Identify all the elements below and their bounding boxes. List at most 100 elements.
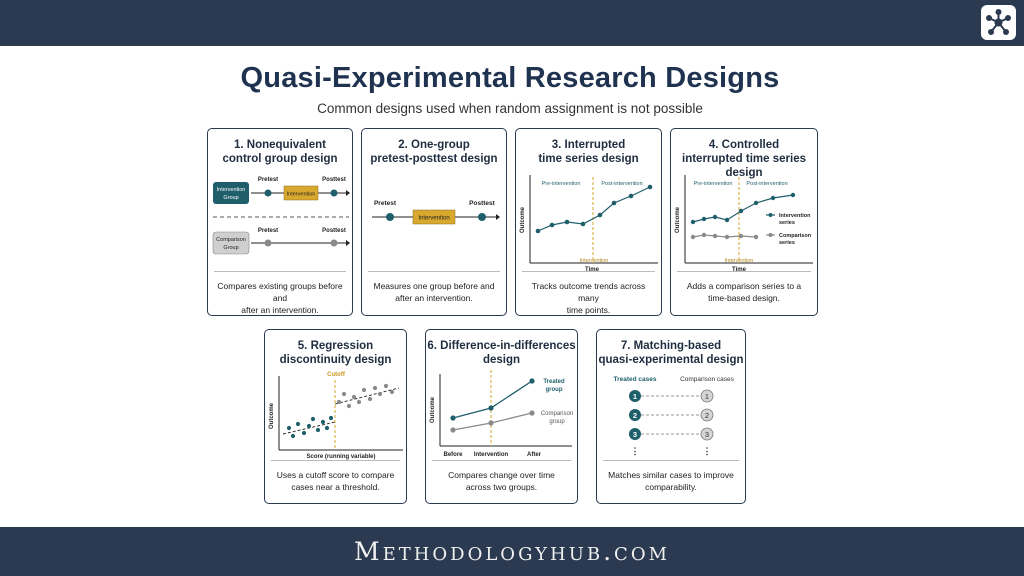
svg-text:Posttest: Posttest: [322, 177, 346, 183]
svg-text:Time: Time: [732, 267, 747, 273]
card-description: Matches similar cases to improve comparab…: [608, 470, 734, 492]
svg-text:Intervention: Intervention: [287, 192, 316, 198]
card-title: 1. Nonequivalent control group design: [222, 139, 338, 165]
svg-text:Posttest: Posttest: [469, 200, 495, 207]
svg-text:Outcome: Outcome: [269, 402, 275, 429]
svg-text:Intervention: Intervention: [217, 187, 246, 193]
intervention-box: [283, 185, 319, 201]
interrupted-time-series-chart: Outcome Time Pre-intervention Post-inter…: [520, 175, 658, 273]
svg-text:Group: Group: [223, 245, 238, 251]
svg-text:Time: Time: [585, 267, 600, 273]
intervention-box: [412, 209, 456, 225]
divider: [214, 271, 346, 272]
svg-text:Pretest: Pretest: [258, 177, 278, 183]
comparison-group-box: [212, 231, 250, 255]
svg-text:2: 2: [705, 411, 709, 420]
svg-text:Pretest: Pretest: [258, 228, 278, 234]
card-regression-discontinuity: 5. Regression discontinuity design Outcom…: [264, 329, 407, 504]
comparison-case: [700, 408, 714, 422]
svg-text:⋮: ⋮: [703, 446, 712, 456]
svg-text:Comparison: Comparison: [779, 233, 812, 239]
card-description: Tracks outcome trends across many time po…: [531, 281, 646, 315]
svg-text:Intervention: Intervention: [779, 213, 811, 219]
comparison-case: [700, 427, 714, 441]
svg-text:After: After: [527, 452, 542, 458]
card-matching-based: 7. Matching-based quasi-experimental desi…: [596, 329, 746, 504]
svg-text:series: series: [779, 240, 795, 246]
treated-case: [629, 428, 641, 440]
card-title: 5. Regression discontinuity design: [279, 340, 392, 366]
svg-text:Score (running variable): Score (running variable): [306, 454, 375, 460]
intervention-group-box: [213, 182, 249, 204]
matching-diagram: Treated cases Comparison cases 1 2 3 1 2…: [613, 376, 735, 456]
card-title: 3. Interrupted time series design: [538, 139, 639, 165]
card-description: Compares change over time across two grou…: [448, 470, 555, 492]
svg-text:Intervention: Intervention: [418, 216, 449, 222]
nonequivalent-diagram: Intervention Group Pretest Posttest Inte…: [212, 177, 350, 255]
page-subtitle: Common designs used when random assignme…: [317, 101, 703, 116]
svg-text:Intervention: Intervention: [580, 258, 609, 264]
svg-text:Treated cases: Treated cases: [613, 376, 656, 383]
one-group-diagram: Pretest Posttest Intervention: [372, 200, 500, 225]
posttest-point: [478, 213, 486, 221]
card-title: 2. One-group pretest-posttest design: [370, 139, 498, 165]
treated-case: [629, 390, 641, 402]
svg-text:Comparison cases: Comparison cases: [680, 376, 735, 383]
top-bar: [0, 0, 1024, 46]
card-controlled-interrupted-time-series: 4. Controlled interrupted time series des…: [670, 128, 818, 316]
bottom-bar: [0, 527, 1024, 576]
svg-text:Post-intervention: Post-intervention: [746, 181, 787, 187]
comparison-case: [700, 389, 714, 403]
svg-text:series: series: [779, 220, 795, 226]
treated-case: [629, 409, 641, 421]
page-title: Quasi-Experimental Research Designs: [240, 62, 780, 94]
pretest-point: [264, 189, 272, 197]
svg-text:Outcome: Outcome: [430, 396, 436, 423]
posttest-point: [330, 189, 338, 197]
svg-text:3: 3: [705, 430, 709, 439]
card-title: 4. Controlled interrupted time series des…: [682, 139, 806, 179]
svg-text:Group: Group: [223, 195, 238, 201]
svg-text:Pretest: Pretest: [374, 200, 397, 207]
svg-text:Comparison: Comparison: [541, 411, 573, 417]
regression-discontinuity-chart: Outcome Score (running variable) Cutoff: [269, 372, 403, 460]
card-difference-in-differences: 6. Difference-in-differences design Outco…: [425, 329, 578, 504]
svg-text:group: group: [546, 387, 563, 393]
svg-text:⋮: ⋮: [631, 446, 640, 456]
pretest-point: [386, 213, 394, 221]
divider: [271, 460, 400, 461]
card-title: 7. Matching-based quasi-experimental desi…: [598, 340, 744, 366]
svg-text:3: 3: [633, 430, 637, 439]
svg-text:Cutoff: Cutoff: [327, 372, 346, 378]
svg-text:Pre-intervention: Pre-intervention: [542, 181, 581, 187]
svg-text:Outcome: Outcome: [675, 206, 681, 233]
card-interrupted-time-series: 3. Interrupted time series design Outcome…: [515, 128, 662, 316]
svg-text:Outcome: Outcome: [520, 206, 526, 233]
divider: [677, 271, 811, 272]
card-title: 6. Difference-in-differences design: [427, 340, 576, 366]
card-one-group-pretest-posttest: 2. One-group pretest-posttest design Pret…: [361, 128, 507, 316]
card-nonequivalent-control: 1. Nonequivalent control group design Int…: [207, 128, 353, 316]
divider: [603, 460, 739, 461]
divider: [432, 460, 571, 461]
card-description: Uses a cutoff score to compare cases near…: [276, 470, 395, 492]
divider: [368, 271, 500, 272]
divider: [522, 271, 655, 272]
svg-text:Pre-intervention: Pre-intervention: [694, 181, 733, 187]
svg-text:1: 1: [705, 392, 709, 401]
svg-text:Posttest: Posttest: [322, 228, 346, 234]
svg-text:Before: Before: [443, 452, 463, 458]
svg-text:group: group: [549, 419, 565, 425]
svg-text:1: 1: [633, 392, 637, 401]
svg-text:Intervention: Intervention: [474, 452, 509, 458]
svg-text:Treated: Treated: [543, 379, 565, 385]
card-description: Adds a comparison series to a time-based …: [686, 281, 802, 303]
difference-in-differences-chart: Outcome Before Intervention After Treate…: [430, 370, 573, 458]
network-logo-icon: [981, 5, 1016, 40]
svg-text:Post-intervention: Post-intervention: [601, 181, 642, 187]
svg-text:Comparison: Comparison: [216, 237, 246, 243]
card-description: Measures one group before and after an in…: [373, 281, 495, 303]
svg-text:2: 2: [633, 411, 637, 420]
card-description: Compares existing groups before and after…: [217, 281, 343, 315]
controlled-time-series-chart: Outcome Time Pre-intervention Post-inter…: [675, 175, 813, 273]
